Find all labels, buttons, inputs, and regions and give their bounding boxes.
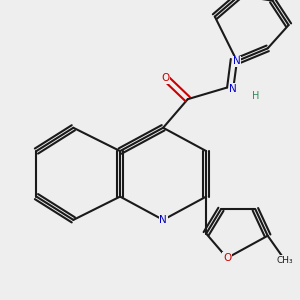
Text: N: N — [233, 56, 241, 66]
Text: CH₃: CH₃ — [277, 256, 293, 265]
Text: H: H — [252, 91, 259, 101]
Text: O: O — [223, 253, 231, 263]
Text: N: N — [159, 215, 167, 225]
Text: N: N — [230, 84, 237, 94]
Text: O: O — [161, 73, 170, 83]
